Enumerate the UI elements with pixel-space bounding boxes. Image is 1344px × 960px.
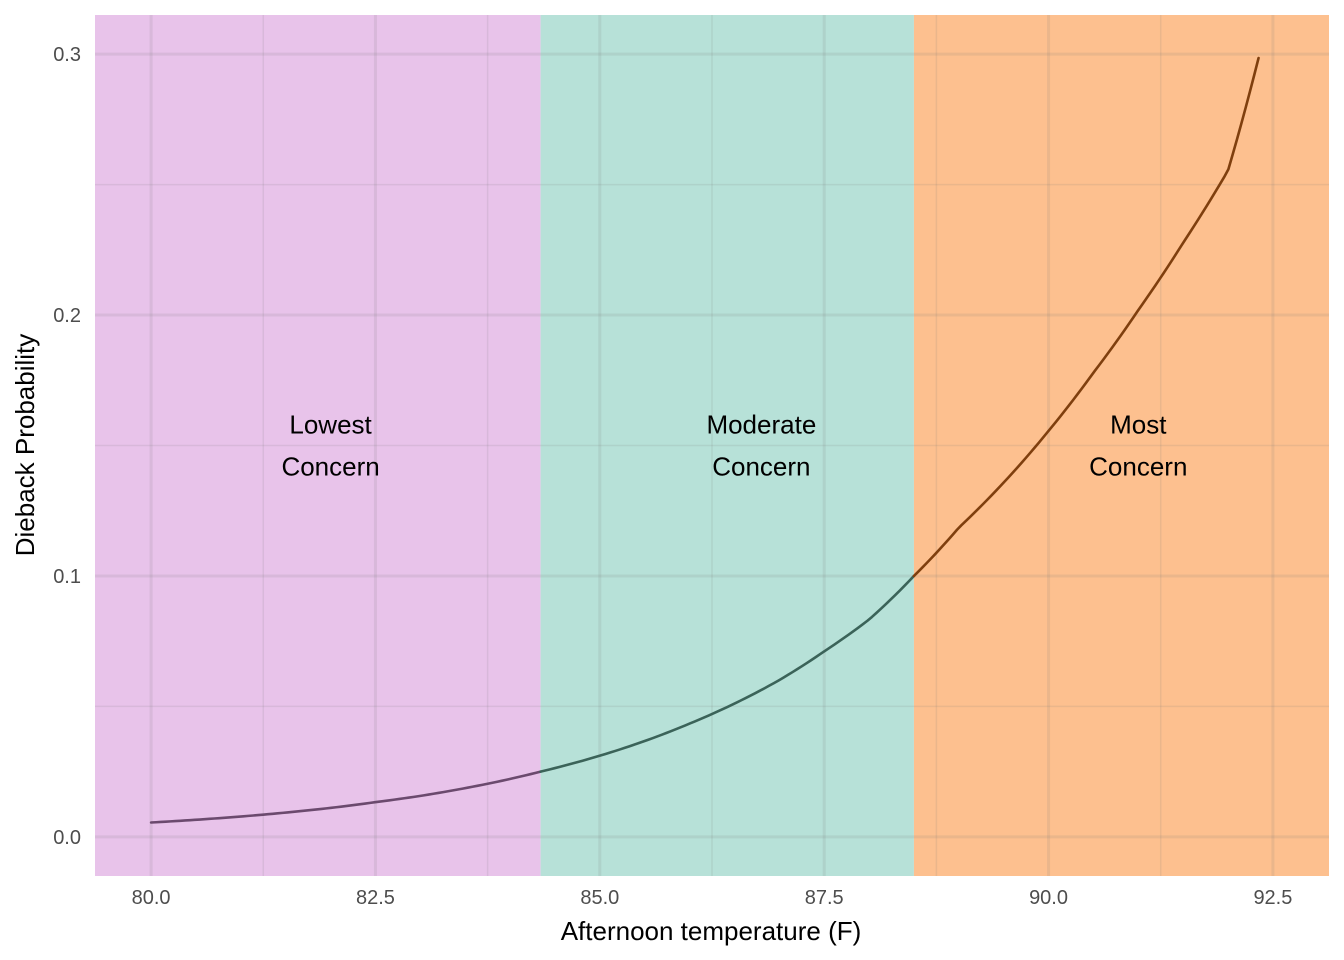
x-tick-label-5: 90.0 bbox=[1029, 887, 1068, 909]
x-axis-title: Afternoon temperature (F) bbox=[561, 916, 862, 946]
x-tick-label-6: 92.5 bbox=[1253, 887, 1292, 909]
x-tick-label-2: 82.5 bbox=[356, 887, 395, 909]
zone-band-3 bbox=[913, 15, 1329, 876]
y-tick-label-4: 0.3 bbox=[53, 44, 81, 66]
probability-curve bbox=[149, 56, 1260, 824]
concern-zones bbox=[95, 15, 1329, 876]
curve-segment-1 bbox=[149, 770, 542, 824]
x-tick-label-3: 85.0 bbox=[580, 887, 619, 909]
zone-label-1-line-1: Lowest bbox=[289, 410, 372, 440]
curve-segment-2 bbox=[539, 574, 916, 773]
tick-labels: 80.0 82.5 85.0 87.5 90.0 92.5 0.0 0.1 0.2 0.3 bbox=[53, 44, 1292, 909]
zone-label-2-line-1: Moderate bbox=[706, 410, 816, 440]
x-tick-label-1: 80.0 bbox=[132, 887, 171, 909]
grid-lines bbox=[95, 15, 1329, 876]
zone-band-2 bbox=[540, 15, 914, 876]
y-tick-label-1: 0.0 bbox=[53, 827, 81, 849]
y-axis-title: Dieback Probability bbox=[10, 334, 40, 557]
zone-labels: Lowest Concern Moderate Concern Most Concern bbox=[281, 410, 1187, 482]
x-tick-label-4: 87.5 bbox=[805, 887, 844, 909]
y-tick-label-2: 0.1 bbox=[53, 566, 81, 588]
zone-label-2-line-2: Concern bbox=[712, 451, 810, 481]
zone-label-1-line-2: Concern bbox=[281, 451, 379, 481]
zone-label-3-line-1: Most bbox=[1110, 410, 1167, 440]
zone-label-3-line-2: Concern bbox=[1089, 451, 1187, 481]
curve-segment-3 bbox=[912, 56, 1260, 578]
y-tick-label-3: 0.2 bbox=[53, 305, 81, 327]
zone-band-1 bbox=[95, 15, 541, 876]
